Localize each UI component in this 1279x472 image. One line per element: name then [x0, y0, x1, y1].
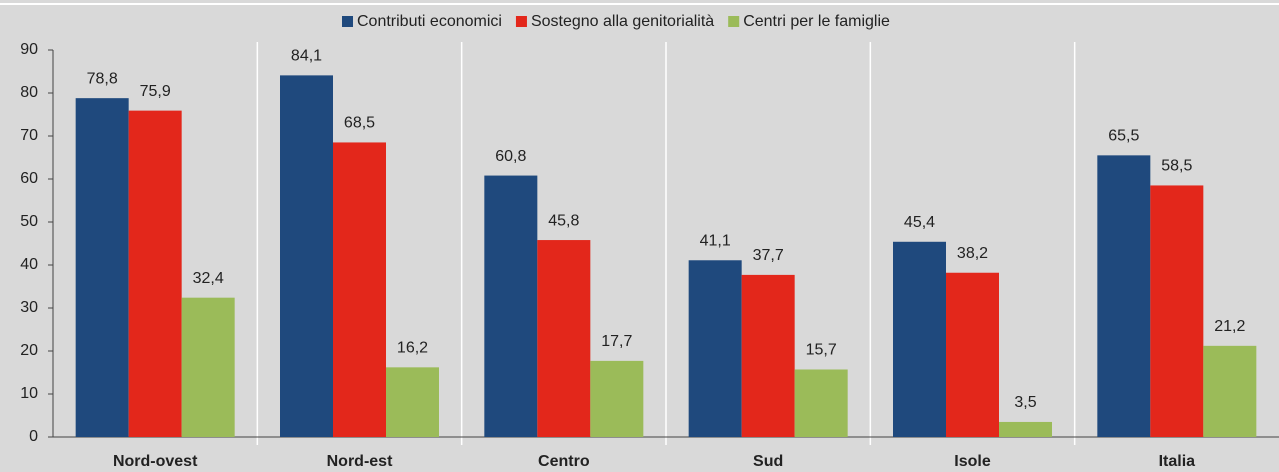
value-label: 65,5 [1108, 128, 1139, 145]
y-tick-label: 10 [20, 385, 38, 402]
value-label: 38,2 [957, 245, 988, 262]
bar [75, 98, 129, 437]
value-label: 21,2 [1214, 318, 1245, 335]
bar [1150, 185, 1204, 437]
y-tick-label: 50 [20, 213, 38, 230]
legend-swatch [515, 16, 527, 27]
x-tick-label: Nord-ovest [113, 453, 198, 470]
value-label: 45,4 [904, 214, 935, 231]
x-tick-label: Sud [753, 453, 783, 470]
value-label: 15,7 [806, 342, 837, 359]
y-tick-label: 90 [20, 41, 38, 58]
bar [484, 175, 538, 437]
x-tick-label: Centro [538, 453, 590, 470]
y-tick-label: 70 [20, 127, 38, 144]
bar [893, 241, 946, 437]
bar [999, 421, 1052, 437]
value-label: 32,4 [193, 270, 224, 287]
bar [590, 360, 644, 437]
value-label: 75,9 [140, 83, 171, 100]
legend-label: Sostegno alla genitorialità [531, 13, 714, 30]
value-label: 17,7 [601, 333, 632, 350]
bar [386, 367, 439, 437]
value-label: 78,8 [87, 70, 118, 87]
value-label: 45,8 [548, 212, 579, 229]
value-label: 3,5 [1014, 394, 1036, 411]
legend-label: Contributi economici [357, 13, 502, 30]
value-label: 41,1 [700, 232, 731, 249]
y-tick-label: 20 [20, 342, 38, 359]
legend-label: Centri per le famiglie [743, 13, 890, 30]
bar [333, 142, 386, 437]
x-tick-label: Nord-est [327, 453, 393, 470]
x-tick-label: Isole [954, 453, 991, 470]
value-label: 58,5 [1161, 158, 1192, 175]
bar [688, 260, 742, 437]
value-label: 16,2 [397, 340, 428, 357]
legend-swatch [342, 16, 353, 27]
bar [128, 110, 182, 437]
y-tick-label: 30 [20, 299, 38, 316]
value-label: 60,8 [495, 148, 526, 165]
value-label: 37,7 [753, 247, 784, 264]
bar [537, 240, 591, 437]
y-tick-label: 40 [20, 256, 38, 273]
y-tick-label: 0 [29, 428, 38, 445]
bar [741, 274, 795, 437]
legend-swatch [728, 16, 740, 27]
bar [1097, 155, 1151, 437]
value-label: 84,1 [291, 48, 322, 65]
x-tick-label: Italia [1159, 453, 1196, 470]
y-tick-label: 60 [20, 170, 38, 187]
bar [794, 369, 848, 437]
bar [946, 272, 999, 437]
bar [181, 297, 235, 437]
bar [280, 75, 333, 438]
bar [1203, 345, 1257, 437]
value-label: 68,5 [344, 115, 375, 132]
y-tick-label: 80 [20, 84, 38, 101]
